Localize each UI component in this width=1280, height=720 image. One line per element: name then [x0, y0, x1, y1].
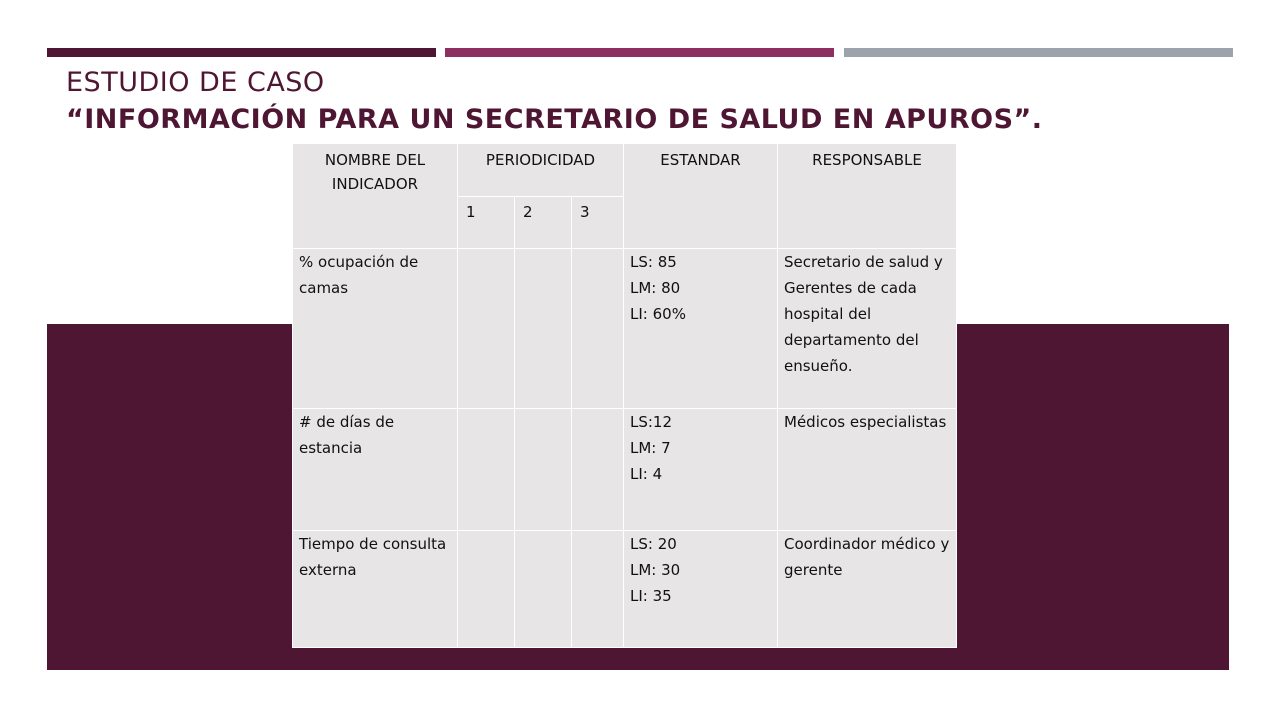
cell-period-3 — [571, 248, 624, 409]
cell-period-2 — [514, 248, 572, 409]
cell-indicador: % ocupación de camas — [292, 248, 458, 409]
accent-bar-dark — [47, 48, 436, 57]
cell-period-1 — [457, 408, 515, 531]
cell-indicador: Tiempo de consulta externa — [292, 530, 458, 648]
header-estandar: ESTANDAR — [623, 143, 778, 249]
cell-responsable: Coordinador médico y gerente — [777, 530, 957, 648]
indicators-table: NOMBRE DEL INDICADOR PERIODICIDAD ESTAND… — [292, 143, 957, 648]
table-row: Tiempo de consulta externa LS: 20 LM: 30… — [292, 530, 957, 648]
accent-bar-magenta — [445, 48, 834, 57]
header-periodicidad: PERIODICIDAD — [457, 143, 624, 197]
table-header-row: NOMBRE DEL INDICADOR PERIODICIDAD ESTAND… — [292, 143, 957, 249]
header-period-1: 1 — [457, 196, 515, 249]
cell-responsable: Médicos especialistas — [777, 408, 957, 531]
slide-subtitle: “INFORMACIÓN PARA UN SECRETARIO DE SALUD… — [66, 104, 1043, 135]
cell-indicador: # de días de estancia — [292, 408, 458, 531]
table-subheader-row: 1 2 3 — [293, 196, 957, 249]
cell-period-3 — [571, 408, 624, 531]
cell-responsable: Secretario de salud y Gerentes de cada h… — [777, 248, 957, 409]
header-indicador: NOMBRE DEL INDICADOR — [292, 143, 458, 249]
table-row: # de días de estancia LS:12 LM: 7 LI: 4 … — [292, 408, 957, 531]
cell-period-1 — [457, 530, 515, 648]
cell-period-3 — [571, 530, 624, 648]
cell-estandar: LS: 85 LM: 80 LI: 60% — [623, 248, 778, 409]
cell-estandar: LS: 20 LM: 30 LI: 35 — [623, 530, 778, 648]
header-responsable: RESPONSABLE — [777, 143, 957, 249]
cell-period-2 — [514, 530, 572, 648]
cell-estandar: LS:12 LM: 7 LI: 4 — [623, 408, 778, 531]
accent-bar-gray — [844, 48, 1233, 57]
cell-period-1 — [457, 248, 515, 409]
header-period-2: 2 — [514, 196, 572, 249]
header-period-3: 3 — [571, 196, 624, 249]
cell-period-2 — [514, 408, 572, 531]
table-row: % ocupación de camas LS: 85 LM: 80 LI: 6… — [292, 248, 957, 409]
slide-title: ESTUDIO DE CASO — [66, 67, 325, 98]
